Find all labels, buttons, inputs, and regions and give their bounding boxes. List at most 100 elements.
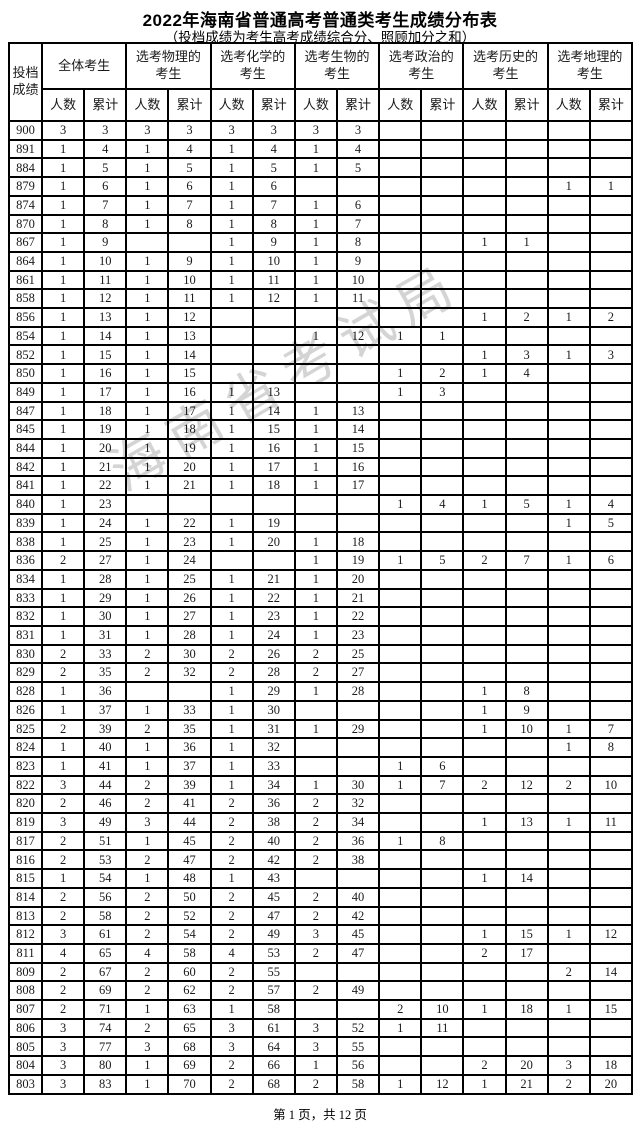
count-cell: 1: [293, 568, 338, 590]
table-row: 884 1 5 1 5 1 5 1 5: [8, 157, 634, 179]
count-cell: 1: [209, 512, 254, 534]
count-cell: [378, 699, 423, 721]
count-cell: 2: [462, 774, 507, 796]
count-cell: [378, 980, 423, 1002]
count-cell: [378, 606, 423, 627]
cumulative-cell: [588, 138, 634, 160]
cumulative-cell: 5: [167, 157, 212, 179]
table-row: 813 2 58 2 52 2 47 2 42: [8, 905, 634, 927]
score-cell: 807: [8, 999, 43, 1020]
count-cell: 1: [40, 737, 86, 758]
score-cell: 815: [8, 868, 43, 889]
count-cell: [546, 587, 591, 609]
count-cell: 1: [462, 868, 507, 889]
cumulative-cell: [504, 625, 549, 646]
cumulative-cell: 28: [251, 662, 296, 684]
cumulative-cell: 18: [251, 475, 296, 497]
count-cell: 3: [293, 924, 338, 945]
count-cell: 3: [40, 1017, 86, 1039]
cumulative-cell: [251, 307, 296, 328]
count-cell: 1: [378, 363, 423, 384]
cumulative-cell: 36: [83, 681, 128, 702]
count-cell: [378, 868, 423, 889]
header-group-4: 选考政治的 考生: [378, 42, 465, 90]
cumulative-cell: 7: [420, 774, 465, 796]
score-cell: 840: [8, 494, 43, 515]
cumulative-cell: 40: [335, 886, 381, 908]
count-cell: 1: [462, 1073, 507, 1095]
table-row: 841 1 22 1 21 1 18 1 17: [8, 475, 634, 497]
count-cell: [462, 325, 507, 347]
score-cell: 829: [8, 662, 43, 684]
cumulative-cell: 74: [83, 1017, 128, 1039]
count-cell: 2: [293, 662, 338, 684]
count-cell: [378, 849, 423, 871]
count-cell: [462, 980, 507, 1002]
cumulative-cell: [420, 1036, 465, 1058]
cumulative-cell: 13: [167, 325, 212, 347]
score-cell: 811: [8, 942, 43, 964]
count-cell: 2: [125, 849, 170, 871]
count-cell: 2: [40, 662, 86, 684]
count-cell: 1: [546, 176, 591, 197]
count-cell: 1: [125, 307, 170, 328]
count-cell: 1: [293, 250, 338, 272]
count-cell: [462, 793, 507, 814]
cumulative-cell: 17: [251, 456, 296, 478]
table-row: 850 1 16 1 15 1 2 1 4: [8, 363, 634, 384]
count-cell: [293, 755, 338, 777]
count-cell: [462, 269, 507, 291]
cumulative-cell: 39: [167, 774, 212, 796]
count-cell: [293, 381, 338, 403]
count-cell: [209, 307, 254, 328]
count-cell: 1: [209, 718, 254, 740]
count-cell: [546, 456, 591, 478]
count-cell: [378, 307, 423, 328]
count-cell: 2: [40, 830, 86, 852]
count-cell: 2: [40, 905, 86, 927]
score-cell: 830: [8, 643, 43, 665]
count-cell: 1: [293, 606, 338, 627]
count-cell: 1: [546, 999, 591, 1020]
count-cell: [546, 793, 591, 814]
count-cell: 1: [40, 456, 86, 478]
cumulative-cell: [588, 942, 634, 964]
cumulative-cell: [588, 662, 634, 684]
cumulative-cell: [504, 157, 549, 179]
count-cell: [378, 531, 423, 553]
cumulative-cell: [335, 755, 381, 777]
header-group-1: 选考物理的 考生: [125, 42, 212, 90]
cumulative-cell: 34: [251, 774, 296, 796]
count-cell: 1: [40, 381, 86, 403]
count-cell: 2: [378, 999, 423, 1020]
cumulative-cell: [335, 344, 381, 366]
cumulative-cell: [167, 232, 212, 253]
count-cell: 1: [125, 288, 170, 310]
cumulative-cell: 58: [335, 1073, 381, 1095]
cumulative-cell: [588, 325, 634, 347]
cumulative-cell: [504, 120, 549, 141]
count-cell: 2: [293, 1073, 338, 1095]
count-cell: 2: [293, 942, 338, 964]
count-cell: [462, 737, 507, 758]
header-cumulative: 累计: [167, 88, 212, 122]
count-cell: [293, 363, 338, 384]
count-cell: 1: [125, 531, 170, 553]
cumulative-cell: 44: [167, 812, 212, 833]
count-cell: [462, 138, 507, 160]
cumulative-cell: 18: [588, 1055, 634, 1076]
count-cell: 1: [546, 344, 591, 366]
cumulative-cell: 55: [251, 961, 296, 983]
cumulative-cell: 27: [167, 606, 212, 627]
score-cell: 814: [8, 886, 43, 908]
count-cell: 1: [293, 157, 338, 179]
count-cell: 2: [40, 999, 86, 1020]
count-cell: 1: [209, 999, 254, 1020]
count-cell: [209, 344, 254, 366]
page-number: 第 1 页，共 12 页: [273, 1108, 367, 1122]
cumulative-cell: 30: [335, 774, 381, 796]
score-cell: 858: [8, 288, 43, 310]
count-cell: 2: [125, 905, 170, 927]
count-cell: 1: [378, 550, 423, 571]
count-cell: 1: [40, 681, 86, 702]
